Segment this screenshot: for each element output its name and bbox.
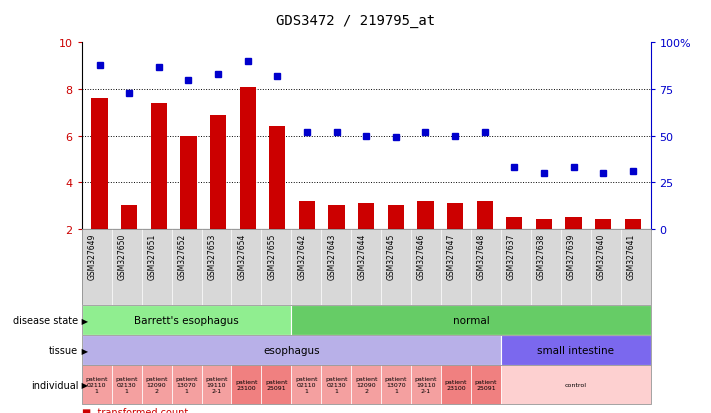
Text: disease state: disease state — [13, 316, 78, 325]
Text: patient
23100: patient 23100 — [444, 379, 467, 390]
Text: GSM327647: GSM327647 — [447, 233, 456, 279]
Text: GSM327646: GSM327646 — [417, 233, 426, 279]
Bar — [92, 99, 107, 229]
Text: control: control — [565, 382, 587, 387]
Text: patient
19110
2-1: patient 19110 2-1 — [415, 376, 437, 393]
Bar — [210, 115, 226, 229]
Bar — [565, 218, 582, 229]
Text: GSM327638: GSM327638 — [537, 233, 546, 279]
Text: GSM327652: GSM327652 — [178, 233, 186, 279]
Text: individual: individual — [31, 380, 78, 390]
Text: ▶: ▶ — [79, 316, 88, 325]
Text: GSM327641: GSM327641 — [626, 233, 636, 279]
Text: GSM327644: GSM327644 — [357, 233, 366, 279]
Text: patient
02130
1: patient 02130 1 — [115, 376, 138, 393]
Text: GSM327637: GSM327637 — [507, 233, 516, 279]
Text: patient
13070
1: patient 13070 1 — [176, 376, 198, 393]
Bar — [625, 220, 641, 229]
Text: patient
12090
2: patient 12090 2 — [355, 376, 378, 393]
Text: GSM327642: GSM327642 — [297, 233, 306, 279]
Text: ▶: ▶ — [79, 346, 88, 355]
Text: GSM327649: GSM327649 — [87, 233, 97, 279]
Text: ■  transformed count: ■ transformed count — [82, 407, 188, 413]
Bar — [181, 136, 196, 229]
Text: GSM327648: GSM327648 — [477, 233, 486, 279]
Bar — [595, 220, 611, 229]
Text: GSM327651: GSM327651 — [148, 233, 156, 279]
Text: GDS3472 / 219795_at: GDS3472 / 219795_at — [276, 14, 435, 28]
Bar — [417, 201, 434, 229]
Text: patient
02110
1: patient 02110 1 — [295, 376, 318, 393]
Text: GSM327655: GSM327655 — [267, 233, 277, 279]
Bar — [387, 206, 404, 229]
Text: patient
02130
1: patient 02130 1 — [325, 376, 348, 393]
Text: GSM327650: GSM327650 — [117, 233, 127, 279]
Text: patient
19110
2-1: patient 19110 2-1 — [205, 376, 228, 393]
Bar — [269, 127, 285, 229]
Bar — [447, 204, 463, 229]
Text: GSM327645: GSM327645 — [387, 233, 396, 279]
Text: patient
13070
1: patient 13070 1 — [385, 376, 407, 393]
Text: small intestine: small intestine — [538, 345, 614, 355]
Text: GSM327643: GSM327643 — [327, 233, 336, 279]
Text: Barrett's esophagus: Barrett's esophagus — [134, 316, 239, 325]
Text: patient
12090
2: patient 12090 2 — [145, 376, 168, 393]
Text: GSM327640: GSM327640 — [597, 233, 606, 279]
Text: normal: normal — [453, 316, 489, 325]
Text: tissue: tissue — [49, 345, 78, 355]
Bar — [506, 218, 523, 229]
Bar — [151, 104, 167, 229]
Bar — [240, 88, 256, 229]
Bar — [358, 204, 374, 229]
Bar — [536, 220, 552, 229]
Text: GSM327653: GSM327653 — [208, 233, 216, 279]
Text: GSM327654: GSM327654 — [237, 233, 247, 279]
Text: patient
23100: patient 23100 — [235, 379, 257, 390]
Bar — [121, 206, 137, 229]
Bar — [328, 206, 345, 229]
Text: ▶: ▶ — [79, 380, 88, 389]
Bar — [299, 201, 315, 229]
Text: patient
25091: patient 25091 — [475, 379, 497, 390]
Text: patient
25091: patient 25091 — [265, 379, 288, 390]
Bar — [476, 201, 493, 229]
Text: GSM327639: GSM327639 — [567, 233, 576, 279]
Text: patient
02110
1: patient 02110 1 — [85, 376, 108, 393]
Text: esophagus: esophagus — [263, 345, 320, 355]
